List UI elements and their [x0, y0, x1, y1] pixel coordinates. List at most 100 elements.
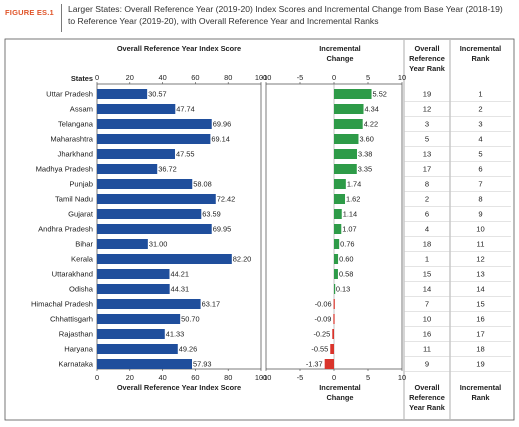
- score-bar: [97, 104, 176, 114]
- state-label: Chhattisgarh: [50, 315, 93, 324]
- overall-rank-value: 7: [425, 300, 429, 309]
- state-label: Madhya Pradesh: [36, 165, 93, 174]
- score-value-label: 57.93: [193, 360, 212, 369]
- overall-rank-value: 1: [425, 255, 429, 264]
- score-bar: [97, 224, 212, 234]
- change-value-label: 0.60: [339, 255, 353, 264]
- change-value-label: 0.13: [336, 285, 350, 294]
- change-bar-positive: [334, 89, 372, 99]
- change-tick-label-top: -10: [261, 73, 272, 82]
- change-tick-label-top: 0: [332, 73, 336, 82]
- change-value-label: 1.07: [342, 225, 356, 234]
- change-value-label: -0.55: [311, 345, 328, 354]
- score-bar: [97, 359, 193, 369]
- incremental-rank-value: 13: [476, 270, 484, 279]
- score-tick-label-top: 60: [191, 73, 199, 82]
- incremental-rank-header: Incremental: [460, 44, 502, 53]
- score-bar: [97, 299, 201, 309]
- change-bar-positive: [334, 149, 357, 159]
- score-bar: [97, 239, 148, 249]
- change-tick-label-top: 5: [366, 73, 370, 82]
- state-label: Karnataka: [58, 360, 93, 369]
- incremental-rank-value: 11: [477, 240, 485, 249]
- overall-rank-value: 15: [423, 270, 431, 279]
- score-value-label: 63.59: [202, 210, 221, 219]
- change-value-label: 0.58: [339, 270, 353, 279]
- score-value-label: 49.26: [179, 345, 198, 354]
- score-bar: [97, 179, 193, 189]
- overall-rank-value: 17: [423, 165, 431, 174]
- incremental-rank-header: Rank: [471, 54, 490, 63]
- incremental-rank-value: 18: [476, 345, 484, 354]
- change-bar-positive: [334, 254, 339, 264]
- incremental-rank-value: 19: [476, 360, 484, 369]
- score-footer: Overall Reference Year Index Score: [117, 383, 241, 392]
- score-bar: [97, 89, 148, 99]
- score-bar: [97, 164, 158, 174]
- state-label: Andhra Pradesh: [38, 225, 93, 234]
- change-tick-label-bottom: 0: [332, 373, 336, 382]
- change-bar-positive: [334, 194, 346, 204]
- change-value-label: -0.25: [313, 330, 330, 339]
- change-bar-positive: [334, 134, 359, 144]
- state-label: Assam: [70, 105, 93, 114]
- state-label: Gujarat: [68, 210, 94, 219]
- state-label: Uttar Pradesh: [46, 90, 93, 99]
- change-value-label: 1.14: [343, 210, 357, 219]
- incremental-rank-value: 10: [476, 225, 484, 234]
- score-value-label: 41.33: [166, 330, 185, 339]
- change-value-label: 3.38: [358, 150, 372, 159]
- state-label: Haryana: [64, 345, 93, 354]
- change-tick-label-bottom: -10: [261, 373, 272, 382]
- change-value-label: -0.06: [315, 300, 332, 309]
- overall-rank-value: 4: [425, 225, 429, 234]
- change-bar-positive: [334, 284, 336, 294]
- score-tick-label-top: 20: [126, 73, 134, 82]
- score-header: Overall Reference Year Index Score: [117, 44, 241, 53]
- state-label: Jharkhand: [58, 150, 93, 159]
- state-label: Maharashtra: [50, 135, 93, 144]
- change-footer: Incremental: [319, 383, 361, 392]
- score-tick-label-top: 0: [95, 73, 99, 82]
- score-bar: [97, 119, 212, 129]
- score-bar: [97, 269, 170, 279]
- change-tick-label-bottom: 10: [398, 373, 406, 382]
- score-tick-label-bottom: 40: [158, 373, 166, 382]
- overall-rank-header: Year Rank: [409, 64, 446, 73]
- state-label: Kerala: [71, 255, 94, 264]
- figure-frame: [4, 38, 515, 421]
- score-value-label: 69.14: [211, 135, 230, 144]
- overall-rank-footer: Overall: [414, 383, 439, 392]
- score-tick-label-bottom: 60: [191, 373, 199, 382]
- score-value-label: 82.20: [233, 255, 252, 264]
- change-bar-positive: [334, 104, 364, 114]
- overall-rank-value: 6: [425, 210, 429, 219]
- change-header: Change: [326, 54, 353, 63]
- score-bar: [97, 209, 202, 219]
- score-tick-label-top: 80: [224, 73, 232, 82]
- score-tick-label-top: 100: [255, 73, 267, 82]
- change-tick-label-bottom: 5: [366, 373, 370, 382]
- change-value-label: 1.74: [347, 180, 361, 189]
- score-value-label: 47.74: [176, 105, 195, 114]
- state-label: Telangana: [58, 120, 94, 129]
- score-value-label: 50.70: [181, 315, 200, 324]
- score-value-label: 36.72: [158, 165, 177, 174]
- change-bar-positive: [334, 179, 346, 189]
- change-value-label: 1.62: [346, 195, 360, 204]
- incremental-rank-value: 17: [476, 330, 484, 339]
- incremental-rank-footer: Incremental: [460, 383, 502, 392]
- states-header: States: [71, 74, 93, 83]
- overall-rank-header: Overall: [414, 44, 439, 53]
- state-label: Uttarakhand: [52, 270, 93, 279]
- incremental-rank-value: 4: [478, 135, 482, 144]
- score-bar: [97, 149, 175, 159]
- overall-rank-header: Reference: [409, 54, 445, 63]
- incremental-rank-value: 5: [478, 150, 482, 159]
- change-value-label: 3.60: [359, 135, 373, 144]
- score-value-label: 44.21: [171, 270, 190, 279]
- state-label: Odisha: [69, 285, 94, 294]
- change-bar-positive: [334, 209, 342, 219]
- score-value-label: 47.55: [176, 150, 195, 159]
- score-value-label: 44.31: [171, 285, 190, 294]
